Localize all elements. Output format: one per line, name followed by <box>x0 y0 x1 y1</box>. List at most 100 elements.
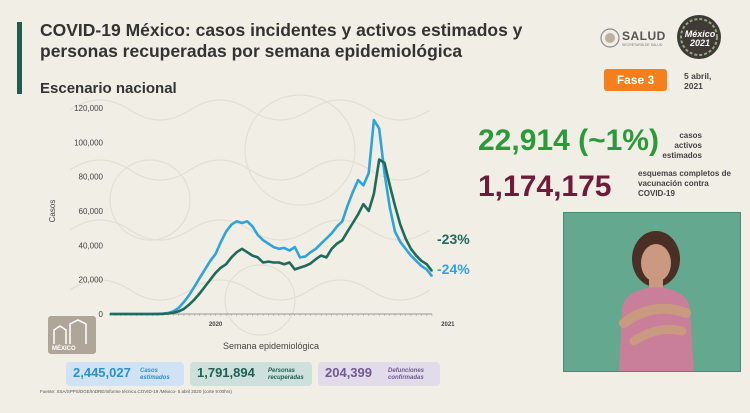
data-point-active <box>109 313 111 315</box>
data-point-active <box>172 312 174 314</box>
data-point-incident <box>214 253 217 255</box>
page-title: COVID-19 México: casos incidentes y acti… <box>40 20 523 61</box>
salud-logo <box>600 28 620 48</box>
data-point-incident <box>225 231 227 233</box>
annotation-incident: -24% <box>437 261 470 277</box>
series-layer <box>109 118 434 316</box>
y-axis: 0 20,000 40,000 60,000 80,000 100,000 120,000 <box>74 104 103 319</box>
data-point-active <box>410 248 412 250</box>
data-point-incident <box>278 248 280 250</box>
data-point-incident <box>299 256 301 258</box>
data-point-active <box>236 251 238 253</box>
data-point-active <box>394 205 396 207</box>
data-point-active <box>162 313 164 315</box>
data-point-incident <box>257 234 259 236</box>
data-point-active <box>309 262 312 264</box>
data-point-active <box>193 298 196 301</box>
seal-text: México 2021 <box>684 29 716 48</box>
data-point-incident <box>399 241 401 243</box>
data-point-active <box>209 279 211 281</box>
page-subtitle: Escenario nacional <box>40 80 177 97</box>
data-point-incident <box>368 172 370 174</box>
data-point-incident <box>178 307 180 309</box>
data-point-active <box>135 313 137 315</box>
data-point-active <box>114 313 116 315</box>
data-point-incident <box>426 268 428 270</box>
data-point-incident <box>336 225 338 228</box>
mexico-2021-seal <box>677 15 721 59</box>
data-point-active <box>119 313 122 315</box>
data-point-incident <box>431 275 433 277</box>
footer-logo <box>48 316 96 354</box>
data-point-active <box>405 237 407 240</box>
data-point-incident <box>331 232 333 234</box>
data-point-active <box>420 260 423 262</box>
labels-layer: Semana epidemiológica Casos -24% -23% <box>48 200 470 351</box>
salud-logo-subtext: SECRETARÍA DE SALUD <box>622 43 663 47</box>
data-point-incident <box>341 220 343 222</box>
data-point-active <box>278 261 280 264</box>
data-point-incident <box>362 184 364 186</box>
data-point-incident <box>304 255 306 258</box>
data-point-incident <box>383 172 386 174</box>
data-point-active <box>294 268 296 270</box>
data-point-active <box>146 313 148 315</box>
x-tick-label: 2021 <box>441 322 455 328</box>
data-point-incident <box>209 260 211 262</box>
data-point-active <box>399 224 401 226</box>
data-point-active <box>141 313 143 315</box>
vaccination-value: 1,174,175 <box>478 170 612 203</box>
data-point-active <box>214 272 217 274</box>
title-accent-bar <box>17 22 22 94</box>
active-cases-value: 22,914 (~1%) <box>478 124 659 157</box>
y-tick-label: 80,000 <box>79 173 104 182</box>
data-point-incident <box>357 179 359 181</box>
y-tick-label: 100,000 <box>74 138 103 147</box>
summary-value: 204,399 <box>325 365 372 380</box>
data-point-active <box>178 310 180 313</box>
summary-value: 1,791,894 <box>197 365 255 380</box>
data-point-active <box>315 258 317 260</box>
x-axis: 2020 2021 <box>109 313 455 328</box>
y-tick-label: 40,000 <box>79 241 104 250</box>
data-point-active <box>183 308 185 310</box>
data-point-incident <box>267 243 269 245</box>
y-tick-label: 120,000 <box>74 104 103 113</box>
vaccination-label: esquemas completos de vacunación contra … <box>638 169 731 198</box>
data-point-incident <box>378 128 380 130</box>
data-point-incident <box>320 243 322 245</box>
annotation-active: -23% <box>437 231 470 247</box>
data-point-active <box>383 162 386 164</box>
y-tick-label: 0 <box>99 310 104 319</box>
data-point-incident <box>193 285 196 288</box>
data-point-active <box>304 265 306 267</box>
data-point-incident <box>352 191 354 193</box>
interpreter-video[interactable] <box>563 212 741 372</box>
data-point-incident <box>241 222 243 224</box>
summary-deaths: 204,399 Defunciones confirmadas <box>318 362 440 386</box>
data-point-incident <box>199 277 201 279</box>
data-point-incident <box>220 241 222 243</box>
data-point-active <box>273 261 275 264</box>
report-date: 5 abril, 2021 <box>684 71 711 91</box>
data-point-active <box>156 313 159 315</box>
data-point-active <box>346 231 349 233</box>
data-point-incident <box>394 231 396 233</box>
data-point-active <box>331 248 333 250</box>
series-line-active <box>110 158 434 316</box>
y-tick-label: 60,000 <box>79 207 104 216</box>
data-point-active <box>431 270 433 272</box>
x-tick-label: 2020 <box>209 322 223 328</box>
y-axis-title: Casos <box>48 200 57 223</box>
interpreter-figure <box>619 231 694 371</box>
data-point-incident <box>405 248 407 250</box>
data-point-active <box>325 256 328 258</box>
data-point-incident <box>373 119 375 121</box>
data-point-active <box>415 255 417 257</box>
data-point-active <box>378 158 380 161</box>
data-point-active <box>299 267 301 269</box>
data-point-incident <box>288 249 291 252</box>
summary-label: Casos estimados <box>140 368 170 381</box>
data-point-active <box>251 255 254 257</box>
